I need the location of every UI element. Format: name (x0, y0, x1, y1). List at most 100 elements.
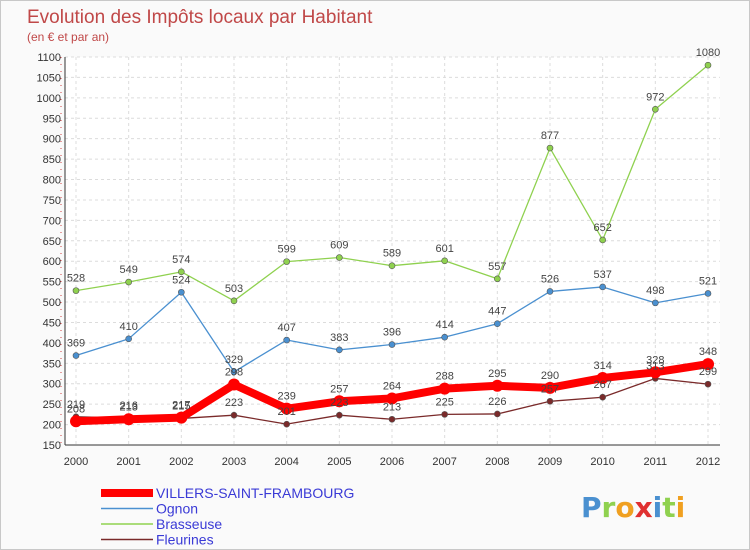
data-label: 574 (172, 254, 190, 266)
data-label: 369 (67, 338, 85, 350)
data-label: 223 (225, 397, 243, 409)
logo-letter: t (662, 491, 675, 524)
y-tick-label: 200 (43, 420, 61, 432)
data-point (125, 335, 132, 343)
data-labels: 528 549 574 503 599 609 589 601 557 877 652 972 1080… (67, 47, 720, 418)
data-label: 503 (225, 283, 243, 295)
y-tick-label: 400 (43, 338, 61, 350)
data-point (283, 336, 290, 344)
data-point (546, 397, 554, 405)
data-label: 521 (699, 275, 717, 287)
data-point (546, 288, 554, 295)
x-tick-label: 2002 (169, 456, 193, 468)
data-point (704, 290, 712, 297)
data-label: 557 (488, 261, 506, 273)
data-label: 208 (67, 403, 85, 415)
y-tick-label: 250 (43, 399, 61, 411)
y-tick-label: 550 (43, 277, 61, 289)
data-label: 1080 (696, 47, 720, 59)
data-point (386, 392, 398, 405)
data-point (72, 352, 80, 359)
y-tick-label: 750 (43, 195, 61, 207)
data-point (175, 411, 188, 424)
data-point (336, 411, 343, 419)
x-tick-label: 2006 (380, 456, 404, 468)
data-point (388, 341, 396, 348)
data-label: 213 (119, 401, 137, 413)
y-tick-label: 700 (43, 215, 61, 227)
data-point (494, 275, 501, 283)
data-point (230, 368, 238, 376)
data-label: 201 (277, 406, 295, 418)
data-label: 225 (435, 396, 453, 408)
data-label: 264 (383, 380, 401, 392)
y-tick-label: 850 (43, 154, 61, 166)
data-label: 295 (488, 368, 506, 380)
data-point (441, 257, 448, 265)
legend-label: Ognon (156, 501, 198, 517)
data-label: 410 (119, 321, 137, 333)
data-label: 239 (277, 391, 295, 403)
y-tick-label: 950 (43, 113, 61, 125)
chart-subtitle: (en € et par an) (27, 30, 109, 44)
proxiti-logo: Proxiti (581, 491, 685, 524)
data-label: 524 (172, 274, 190, 286)
data-label: 219 (67, 399, 85, 411)
data-label: 217 (172, 400, 190, 412)
data-label: 215 (172, 400, 190, 412)
data-point (280, 402, 293, 415)
data-point (704, 380, 712, 388)
x-tick-label: 2012 (696, 456, 720, 468)
legend-label: Fleurines (156, 532, 214, 548)
data-point (333, 395, 346, 408)
y-tick-label: 900 (43, 134, 61, 146)
data-label: 223 (330, 397, 348, 409)
data-label: 609 (330, 240, 348, 252)
data-label: 537 (593, 269, 611, 281)
data-point (336, 254, 343, 261)
x-tick-label: 2009 (538, 456, 562, 468)
data-point (599, 236, 606, 244)
chart-title: Evolution des Impôts locaux par Habitant (27, 7, 373, 28)
data-label: 226 (488, 396, 506, 408)
legend: VILLERS-SAINT-FRAMBOURGOgnonBrasseuseFle… (101, 485, 354, 548)
data-label: 599 (277, 244, 295, 256)
data-label: 526 (541, 273, 559, 285)
data-point (125, 278, 132, 286)
data-label: 298 (225, 367, 243, 379)
x-tick-label: 2004 (274, 456, 298, 468)
y-tick-label: 600 (43, 256, 61, 268)
y-tick-label: 500 (43, 297, 61, 309)
x-tick-label: 2005 (327, 456, 351, 468)
x-tick-label: 2000 (64, 456, 88, 468)
data-point (544, 381, 556, 394)
y-tick-label: 350 (43, 358, 61, 370)
data-point (652, 105, 659, 113)
logo-letter: x (635, 491, 653, 524)
data-label: 414 (435, 319, 453, 331)
data-label: 257 (330, 383, 348, 395)
logo-letter: r (602, 491, 616, 524)
data-point (336, 346, 343, 354)
data-label: 288 (435, 371, 453, 383)
logo-letter: i (653, 491, 663, 524)
data-point (70, 415, 82, 428)
x-tick-label: 2011 (644, 456, 668, 468)
data-point (704, 61, 712, 69)
data-label: 328 (646, 354, 664, 366)
data-label: 329 (225, 354, 243, 366)
data-point (72, 287, 80, 294)
y-tick-label: 650 (43, 236, 61, 248)
data-point (230, 297, 238, 305)
y-tick-label: 1050 (37, 72, 61, 84)
data-label: 213 (383, 401, 401, 413)
data-label: 396 (383, 327, 401, 339)
logo-letter: i (676, 491, 686, 524)
data-label: 498 (646, 285, 664, 297)
data-label: 267 (593, 379, 611, 391)
axes: 150 200 250 300 350 400 450 500 550 600 650 700 750 8… (37, 52, 721, 468)
x-tick-label: 2008 (485, 456, 509, 468)
legend-label: VILLERS-SAINT-FRAMBOURG (156, 485, 354, 501)
data-point (652, 299, 659, 307)
